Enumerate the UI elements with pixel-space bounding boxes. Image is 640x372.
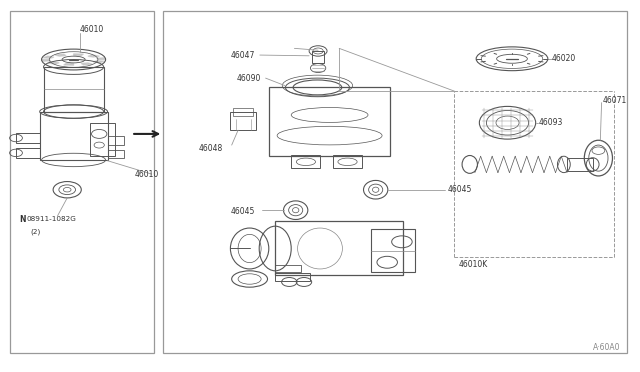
- Bar: [371, 229, 415, 272]
- Text: 46045: 46045: [230, 207, 255, 216]
- Text: 46045: 46045: [448, 185, 472, 194]
- Bar: [275, 221, 403, 275]
- Text: 46093: 46093: [538, 118, 563, 127]
- Bar: [269, 87, 390, 156]
- Bar: [108, 150, 124, 158]
- Polygon shape: [42, 60, 51, 61]
- Bar: [275, 273, 310, 281]
- Bar: [333, 155, 362, 168]
- Text: 46071: 46071: [603, 96, 627, 105]
- Bar: [108, 136, 124, 145]
- Bar: [567, 158, 593, 171]
- Text: 46010K: 46010K: [458, 260, 488, 269]
- Polygon shape: [97, 58, 106, 60]
- Text: 46047: 46047: [230, 51, 255, 60]
- Polygon shape: [93, 61, 104, 63]
- Text: N: N: [19, 215, 26, 224]
- Polygon shape: [81, 63, 92, 65]
- Bar: [230, 112, 256, 130]
- Bar: [275, 265, 301, 272]
- Polygon shape: [74, 54, 83, 56]
- Text: 46090: 46090: [237, 74, 261, 83]
- Polygon shape: [48, 62, 60, 64]
- Text: 46010: 46010: [80, 25, 104, 34]
- Polygon shape: [55, 54, 66, 56]
- Bar: [10, 11, 154, 353]
- Polygon shape: [43, 56, 54, 58]
- Text: A·60A0: A·60A0: [593, 343, 621, 352]
- Polygon shape: [88, 55, 99, 57]
- Text: 46048: 46048: [198, 144, 223, 153]
- Bar: [312, 51, 324, 63]
- Text: 46020: 46020: [552, 54, 576, 63]
- Bar: [163, 11, 627, 353]
- Text: (2): (2): [31, 228, 41, 235]
- Text: 46010: 46010: [134, 170, 159, 179]
- Bar: [44, 67, 104, 112]
- Bar: [233, 108, 253, 116]
- Polygon shape: [64, 63, 74, 65]
- Bar: [16, 133, 40, 143]
- Bar: [90, 123, 115, 156]
- Text: 08911-1082G: 08911-1082G: [27, 217, 77, 222]
- Bar: [16, 148, 40, 158]
- Bar: [291, 155, 320, 168]
- Bar: [40, 112, 108, 160]
